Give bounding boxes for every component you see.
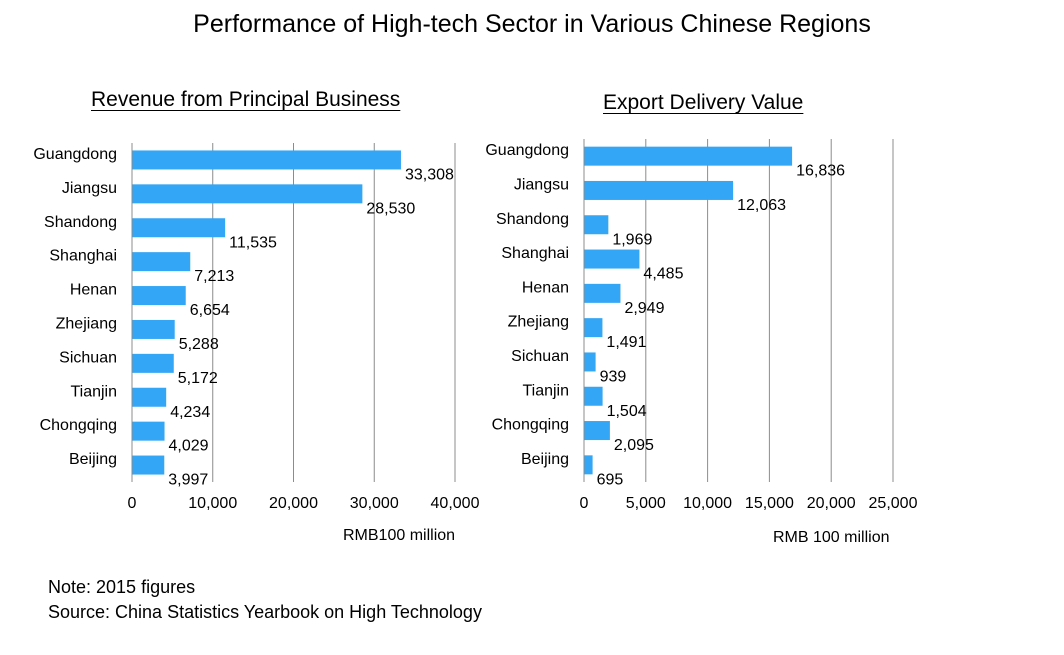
export-value-label: 695 [597,471,624,488]
revenue-value-label: 4,029 [169,438,209,455]
export-category-label: Zhejiang [508,314,569,331]
revenue-x-tick-label: 30,000 [350,495,399,512]
export-category-label: Beijing [521,451,569,468]
revenue-value-label: 6,654 [190,302,230,319]
export-category-label: Chongqing [492,417,569,434]
revenue-chart-title: Revenue from Principal Business [91,88,401,111]
revenue-bar [132,218,226,238]
revenue-value-label: 3,997 [168,472,208,489]
export-category-label: Guangdong [485,142,569,159]
revenue-value-label: 28,530 [366,200,415,217]
export-chart-title: Export Delivery Value [603,91,804,114]
export-bar [584,283,621,303]
revenue-category-label: Beijing [69,451,117,468]
revenue-bar [132,353,174,373]
export-value-label: 4,485 [643,266,683,283]
export-value-label: 12,063 [737,197,786,214]
export-category-label: Jiangsu [514,176,569,193]
export-value-label: 2,095 [614,437,654,454]
export-value-label: 939 [600,368,627,385]
export-x-tick-label: 5,000 [626,495,666,512]
revenue-bar [132,455,165,475]
export-value-label: 1,504 [607,403,647,420]
export-bar [584,215,609,235]
export-category-label: Sichuan [511,348,569,365]
revenue-category-label: Chongqing [40,417,117,434]
revenue-bar [132,319,175,339]
revenue-category-label: Guangdong [33,146,117,163]
revenue-category-label: Sichuan [59,349,117,366]
revenue-value-label: 7,213 [194,268,234,285]
export-bar [584,421,610,441]
export-chart: 0 5,000 10,000 15,000 20,000 25,000 Guangdong 1… [485,139,918,512]
export-category-label: Shanghai [501,245,569,262]
revenue-value-label: 33,308 [405,166,454,183]
revenue-category-label: Tianjin [70,383,117,400]
revenue-bar [132,387,167,407]
export-value-label: 2,949 [624,300,664,317]
revenue-x-axis-label: RMB100 million [343,527,456,544]
revenue-value-label: 5,288 [179,336,219,353]
export-category-label: Shandong [496,211,569,228]
revenue-value-label: 11,535 [229,234,277,251]
export-x-axis-label: RMB 100 million [773,529,890,546]
revenue-bar [132,184,363,204]
revenue-category-label: Shandong [44,214,117,231]
export-bar [584,146,793,166]
export-bar [584,249,640,269]
export-bar [584,180,734,200]
revenue-category-label: Zhejiang [56,315,117,332]
export-x-tick-label: 0 [580,495,589,512]
revenue-x-tick-label: 40,000 [431,495,480,512]
revenue-bar [132,421,165,441]
export-bar [584,318,603,338]
revenue-category-label: Jiangsu [62,180,117,197]
export-x-tick-label: 10,000 [683,495,732,512]
revenue-bar [132,150,401,170]
revenue-bar [132,252,191,272]
revenue-chart: 0 10,000 20,000 30,000 40,000 Guangdong 33,308… [33,143,480,512]
revenue-bar [132,286,186,306]
export-x-tick-label: 15,000 [745,495,794,512]
note-text: Note: 2015 figures [48,577,196,597]
export-bar [584,352,596,372]
main-title: Performance of High-tech Sector in Vario… [193,10,871,38]
export-x-tick-label: 25,000 [869,495,918,512]
revenue-category-label: Henan [70,282,117,299]
revenue-x-tick-label: 20,000 [269,495,318,512]
revenue-x-tick-label: 0 [128,495,137,512]
source-text: Source: China Statistics Yearbook on Hig… [48,602,482,622]
revenue-x-tick-label: 10,000 [188,495,237,512]
export-category-label: Tianjin [522,382,569,399]
revenue-value-label: 4,234 [170,404,210,421]
export-bar [584,386,603,406]
export-value-label: 1,969 [612,231,652,248]
export-category-label: Henan [522,279,569,296]
export-value-label: 1,491 [606,334,646,351]
export-x-tick-label: 20,000 [807,495,856,512]
export-value-label: 16,836 [796,163,845,180]
revenue-category-label: Shanghai [49,248,117,265]
export-bar [584,455,593,475]
revenue-value-label: 5,172 [178,370,218,387]
